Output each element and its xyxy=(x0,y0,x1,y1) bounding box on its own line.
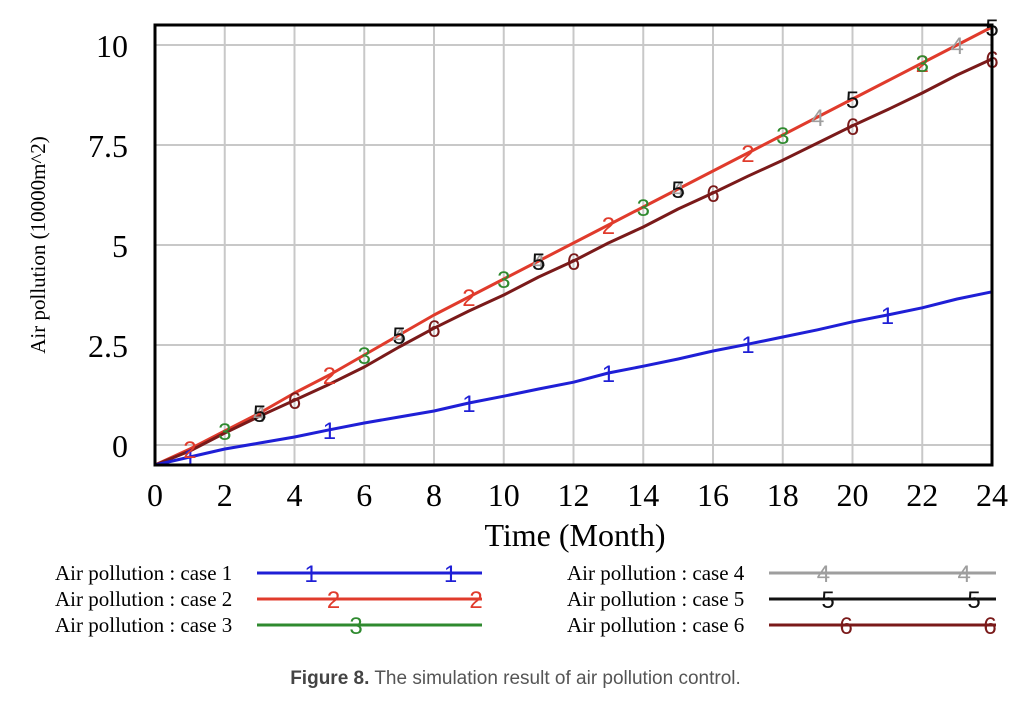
legend-label: Air pollution : case 5 xyxy=(567,587,744,611)
x-tick-label: 12 xyxy=(558,477,590,513)
series-line-6 xyxy=(154,57,993,467)
series-marker-2: 2 xyxy=(462,285,475,312)
legend-marker-1: 1 xyxy=(304,561,317,588)
series-marker-4: 4 xyxy=(950,33,963,60)
series-marker-1: 1 xyxy=(462,391,475,418)
series-marker-5: 5 xyxy=(671,177,684,204)
series-marker-4: 4 xyxy=(253,401,266,428)
series-marker-3: 3 xyxy=(218,419,231,446)
series-marker-6: 6 xyxy=(567,249,580,276)
legend-label: Air pollution : case 2 xyxy=(55,587,232,611)
legend-marker-6: 6 xyxy=(983,613,996,640)
legend-label: Air pollution : case 4 xyxy=(567,561,745,585)
legend-label: Air pollution : case 3 xyxy=(55,613,232,637)
series-marker-4: 4 xyxy=(671,177,684,204)
series-marker-2: 2 xyxy=(183,437,196,464)
x-tick-label: 10 xyxy=(488,477,520,513)
x-tick-label: 6 xyxy=(356,477,372,513)
x-axis-label: Time (Month) xyxy=(484,517,665,553)
legend-marker-1: 1 xyxy=(444,561,457,588)
series-marker-5: 5 xyxy=(532,249,545,276)
y-tick-label: 10 xyxy=(96,28,128,64)
x-tick-label: 14 xyxy=(627,477,659,513)
x-tick-label: 22 xyxy=(906,477,938,513)
y-tick-label: 7.5 xyxy=(88,128,128,164)
legend-marker-5: 5 xyxy=(967,587,980,614)
y-tick-labels: 0 2.5 5 7.5 10 xyxy=(88,28,128,464)
legend-marker-5: 5 xyxy=(821,587,834,614)
series-marker-6: 6 xyxy=(427,316,440,343)
series-line-2 xyxy=(154,25,993,467)
series-marker-6: 6 xyxy=(846,114,859,141)
x-tick-label: 8 xyxy=(426,477,442,513)
x-tick-label: 24 xyxy=(976,477,1008,513)
y-axis-label: Air pollution (10000m^2) xyxy=(26,136,50,354)
legend-label: Air pollution : case 6 xyxy=(567,613,744,637)
legend-marker-2: 2 xyxy=(469,587,482,614)
series-marker-5: 5 xyxy=(253,401,266,428)
x-tick-label: 18 xyxy=(767,477,799,513)
grid-lines xyxy=(155,25,992,465)
series-marker-2: 2 xyxy=(741,141,754,168)
series-marker-1: 1 xyxy=(323,418,336,445)
series-marker-3: 3 xyxy=(916,51,929,78)
series-marker-4: 4 xyxy=(392,323,405,350)
series-marker-4: 4 xyxy=(811,105,824,132)
figure-label: Figure 8. xyxy=(290,668,370,689)
legend-label: Air pollution : case 1 xyxy=(55,561,232,585)
series-marker-3: 3 xyxy=(358,343,371,370)
legend-marker-6: 6 xyxy=(840,613,853,640)
x-tick-label: 4 xyxy=(287,477,303,513)
series-marker-5: 5 xyxy=(392,323,405,350)
x-tick-label: 20 xyxy=(837,477,869,513)
legend-marker-4: 4 xyxy=(817,561,830,588)
x-tick-label: 2 xyxy=(217,477,233,513)
series-marker-3: 3 xyxy=(497,267,510,294)
series-marker-2: 2 xyxy=(323,363,336,390)
series-marker-1: 1 xyxy=(741,332,754,359)
series-marker-1: 1 xyxy=(881,303,894,330)
series-marker-6: 6 xyxy=(706,181,719,208)
series-marker-3: 3 xyxy=(776,123,789,150)
series-marker-6: 6 xyxy=(288,388,301,415)
legend: Air pollution : case 1 1 1 Air pollution : … xyxy=(55,561,997,640)
series-marker-1: 1 xyxy=(602,361,615,388)
series-marker-2: 2 xyxy=(916,51,929,78)
legend-marker-3: 3 xyxy=(349,613,362,640)
y-tick-label: 5 xyxy=(112,228,128,264)
series-line-1 xyxy=(154,290,993,467)
legend-marker-2: 2 xyxy=(327,587,340,614)
y-tick-label: 2.5 xyxy=(88,328,128,364)
x-tick-label: 16 xyxy=(697,477,729,513)
series-lines xyxy=(154,25,993,467)
x-tick-labels: 0 2 4 6 8 10 12 14 16 18 20 22 24 xyxy=(147,477,1008,513)
figure-caption-text: The simulation result of air pollution c… xyxy=(369,668,741,689)
y-tick-label: 0 xyxy=(112,428,128,464)
legend-marker-4: 4 xyxy=(958,561,971,588)
series-marker-4: 4 xyxy=(532,249,545,276)
series-marker-3: 3 xyxy=(637,195,650,222)
figure-caption: Figure 8. The simulation result of air p… xyxy=(0,668,1031,690)
x-tick-label: 0 xyxy=(147,477,163,513)
series-marker-2: 2 xyxy=(602,213,615,240)
series-marker-5: 5 xyxy=(846,87,859,114)
plot-frame xyxy=(153,23,994,467)
